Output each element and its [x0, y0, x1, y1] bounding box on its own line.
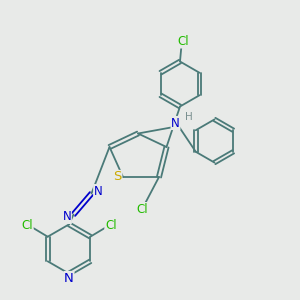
Text: Cl: Cl — [22, 219, 33, 232]
Text: Cl: Cl — [105, 219, 116, 232]
Text: N: N — [171, 116, 180, 130]
Text: N: N — [94, 184, 103, 198]
Text: Cl: Cl — [177, 35, 189, 48]
Text: N: N — [62, 210, 71, 224]
Text: H: H — [185, 112, 193, 122]
Text: Cl: Cl — [137, 202, 148, 216]
Text: N: N — [64, 272, 74, 285]
Text: S: S — [113, 170, 122, 184]
